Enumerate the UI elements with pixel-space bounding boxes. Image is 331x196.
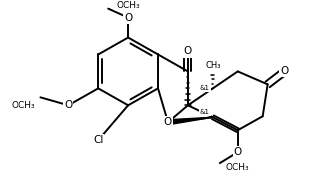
Polygon shape	[168, 117, 213, 125]
Text: OCH₃: OCH₃	[12, 101, 35, 110]
Text: &1: &1	[200, 109, 210, 115]
Text: O: O	[234, 147, 242, 157]
Text: OCH₃: OCH₃	[116, 1, 140, 10]
Text: O: O	[280, 66, 289, 76]
Text: Cl: Cl	[93, 135, 103, 145]
Text: O: O	[280, 66, 289, 76]
Text: OCH₃: OCH₃	[226, 163, 250, 172]
Text: O: O	[164, 117, 172, 127]
Text: O: O	[124, 13, 132, 23]
Text: O: O	[184, 46, 192, 56]
Text: CH₃: CH₃	[205, 61, 220, 70]
Text: O: O	[184, 46, 192, 56]
Text: O: O	[64, 100, 72, 110]
Text: &1: &1	[200, 85, 210, 91]
